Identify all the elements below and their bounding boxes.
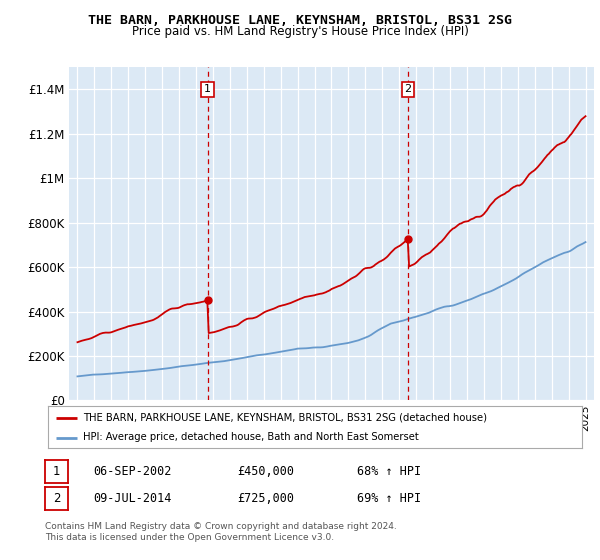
Text: Contains HM Land Registry data © Crown copyright and database right 2024.: Contains HM Land Registry data © Crown c…: [45, 522, 397, 531]
Text: 2: 2: [404, 85, 412, 95]
Text: 06-SEP-2002: 06-SEP-2002: [93, 465, 172, 478]
Text: 2: 2: [53, 492, 60, 505]
Text: THE BARN, PARKHOUSE LANE, KEYNSHAM, BRISTOL, BS31 2SG: THE BARN, PARKHOUSE LANE, KEYNSHAM, BRIS…: [88, 14, 512, 27]
Text: 09-JUL-2014: 09-JUL-2014: [93, 492, 172, 505]
Text: 1: 1: [53, 465, 60, 478]
Text: 1: 1: [204, 85, 211, 95]
Text: HPI: Average price, detached house, Bath and North East Somerset: HPI: Average price, detached house, Bath…: [83, 432, 418, 442]
Text: THE BARN, PARKHOUSE LANE, KEYNSHAM, BRISTOL, BS31 2SG (detached house): THE BARN, PARKHOUSE LANE, KEYNSHAM, BRIS…: [83, 413, 487, 423]
Text: 69% ↑ HPI: 69% ↑ HPI: [357, 492, 421, 505]
Text: This data is licensed under the Open Government Licence v3.0.: This data is licensed under the Open Gov…: [45, 533, 334, 542]
Text: £725,000: £725,000: [237, 492, 294, 505]
Text: 68% ↑ HPI: 68% ↑ HPI: [357, 465, 421, 478]
Text: Price paid vs. HM Land Registry's House Price Index (HPI): Price paid vs. HM Land Registry's House …: [131, 25, 469, 38]
Text: £450,000: £450,000: [237, 465, 294, 478]
